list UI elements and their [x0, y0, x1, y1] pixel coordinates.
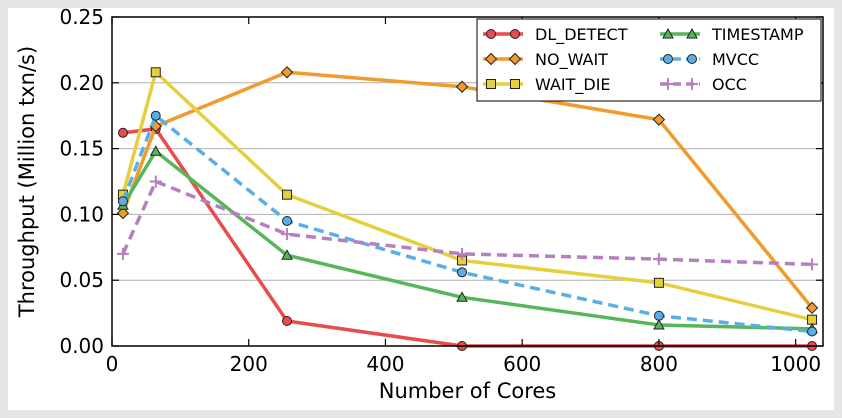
- data-point-wait-die: [807, 314, 818, 325]
- data-point-no-wait: [116, 206, 130, 220]
- data-point-mvcc: [150, 110, 161, 121]
- y-tick-label: 0.05: [59, 268, 104, 292]
- data-point-mvcc: [457, 267, 468, 278]
- legend-swatch-marker: [508, 52, 522, 66]
- series-dl-detect: [117, 123, 818, 351]
- data-point-no-wait: [805, 301, 819, 315]
- legend-item-mvcc: MVCC: [660, 50, 759, 69]
- legend: DL_DETECT NO_WAIT WAIT_DIE TIMESTAMP MVCC OCC: [476, 18, 822, 102]
- data-point-occ: [806, 258, 819, 271]
- data-point-occ: [456, 247, 469, 260]
- x-tick-label: 1000: [770, 352, 821, 376]
- series-line-no-wait: [121, 70, 814, 309]
- legend-swatch-marker: [662, 78, 674, 90]
- data-point-wait-die: [150, 67, 161, 78]
- legend-swatch-marker: [662, 27, 674, 39]
- series-line-occ: [121, 179, 813, 267]
- data-point-timestamp: [456, 291, 468, 302]
- legend-swatch-marker: [687, 54, 697, 64]
- grid-layer: [112, 82, 823, 281]
- legend-swatch-marker: [486, 79, 496, 89]
- series-no-wait: [116, 66, 819, 315]
- series-mvcc: [117, 110, 818, 337]
- series-line-wait-die: [121, 70, 813, 322]
- legend-box: [476, 18, 822, 102]
- series-line-dl-detect: [122, 127, 813, 348]
- x-tick-label: 400: [366, 352, 404, 376]
- data-point-occ: [281, 228, 294, 241]
- data-point-dl-detect: [117, 127, 128, 138]
- legend-swatch-marker: [484, 52, 498, 66]
- legend-label: OCC: [712, 75, 747, 94]
- y-tick-label: 0.10: [59, 202, 104, 226]
- series-occ: [116, 175, 819, 271]
- series-line-timestamp: [121, 149, 813, 331]
- data-point-mvcc: [282, 215, 293, 226]
- plot-border: [111, 16, 824, 347]
- x-tick-label: 800: [640, 352, 678, 376]
- legend-swatch-marker: [510, 79, 520, 89]
- data-point-wait-die: [653, 277, 664, 288]
- legend-swatch-marker: [510, 29, 520, 39]
- data-point-no-wait: [652, 113, 666, 126]
- series-timestamp: [117, 145, 818, 334]
- data-point-no-wait: [455, 80, 469, 93]
- data-point-timestamp: [149, 145, 162, 156]
- legend-item-occ: OCC: [660, 75, 747, 94]
- legend-label: MVCC: [712, 50, 759, 69]
- data-point-mvcc: [653, 310, 664, 321]
- legend-swatch-marker: [686, 27, 698, 39]
- series-layer: [116, 66, 819, 351]
- y-tick-label: 0.00: [59, 334, 104, 358]
- legend-item-no-wait: NO_WAIT: [483, 50, 608, 70]
- legend-swatch-marker: [486, 29, 496, 39]
- legend-item-timestamp: TIMESTAMP: [660, 25, 804, 44]
- y-tick-label: 0.20: [59, 71, 104, 95]
- data-point-wait-die: [282, 189, 293, 200]
- data-point-mvcc: [807, 326, 818, 337]
- legend-label: WAIT_DIE: [535, 75, 611, 95]
- x-tick-label: 600: [503, 352, 541, 376]
- y-axis-label: Throughput (Million txn/s): [15, 46, 39, 318]
- legend-swatch-marker: [686, 78, 698, 90]
- x-tick-label: 0: [106, 352, 119, 376]
- legend-label: DL_DETECT: [535, 25, 628, 45]
- data-point-dl-detect: [282, 315, 293, 326]
- data-point-mvcc: [117, 196, 128, 207]
- data-point-no-wait: [280, 66, 294, 79]
- y-tick-label: 0.15: [59, 137, 104, 161]
- y-tick-label: 0.25: [59, 8, 104, 29]
- legend-label: NO_WAIT: [535, 50, 608, 70]
- legend-item-dl-detect: DL_DETECT: [483, 25, 628, 45]
- data-point-timestamp: [281, 249, 293, 260]
- data-point-occ: [116, 247, 129, 260]
- x-axis-label: Number of Cores: [379, 379, 557, 403]
- legend-swatch-marker: [663, 54, 673, 64]
- throughput-chart: 0.00 0.05 0.10 0.15 0.20 0.25 0 200 400 600 800 100…: [15, 8, 824, 403]
- data-point-timestamp: [653, 318, 665, 330]
- data-point-occ: [652, 253, 665, 266]
- series-wait-die: [117, 67, 818, 325]
- legend-label: TIMESTAMP: [711, 25, 804, 44]
- legend-item-wait-die: WAIT_DIE: [483, 75, 611, 95]
- data-point-occ: [149, 175, 162, 188]
- chart-frame: 0.00 0.05 0.10 0.15 0.20 0.25 0 200 400 600 800 100…: [8, 8, 834, 410]
- x-tick-label: 200: [230, 352, 268, 376]
- ticks-layer: 0.00 0.05 0.10 0.15 0.20 0.25 0 200 400 600 800 100…: [59, 8, 823, 376]
